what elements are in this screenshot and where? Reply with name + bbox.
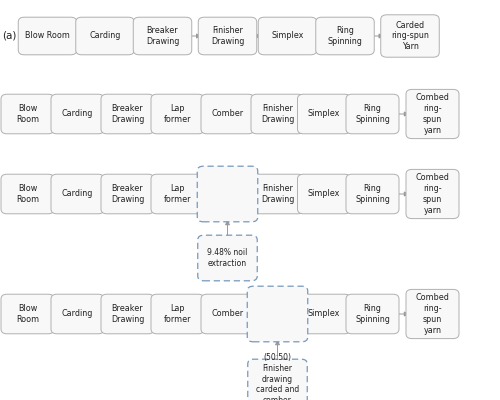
Text: Lap
former: Lap former xyxy=(164,304,191,324)
FancyBboxPatch shape xyxy=(201,294,254,334)
Text: Carding: Carding xyxy=(62,110,93,118)
FancyBboxPatch shape xyxy=(198,17,257,55)
Text: Lap
former: Lap former xyxy=(164,104,191,124)
FancyBboxPatch shape xyxy=(151,294,204,334)
Text: 9.48% noil
extraction: 9.48% noil extraction xyxy=(208,248,248,268)
FancyBboxPatch shape xyxy=(316,17,374,55)
FancyBboxPatch shape xyxy=(406,290,459,338)
FancyBboxPatch shape xyxy=(298,294,350,334)
FancyBboxPatch shape xyxy=(151,94,204,134)
FancyBboxPatch shape xyxy=(1,174,54,214)
FancyBboxPatch shape xyxy=(258,17,317,55)
Text: Breaker
Drawing: Breaker Drawing xyxy=(111,104,144,124)
FancyBboxPatch shape xyxy=(346,294,399,334)
Text: Lap
former: Lap former xyxy=(164,184,191,204)
FancyBboxPatch shape xyxy=(406,170,459,218)
FancyBboxPatch shape xyxy=(248,359,307,400)
FancyBboxPatch shape xyxy=(406,90,459,139)
Text: Carding: Carding xyxy=(62,190,93,198)
FancyBboxPatch shape xyxy=(381,15,440,57)
Text: Carded
ring-spun
Yarn: Carded ring-spun Yarn xyxy=(391,21,429,51)
FancyBboxPatch shape xyxy=(51,174,104,214)
Text: Simplex: Simplex xyxy=(308,190,340,198)
FancyBboxPatch shape xyxy=(18,17,77,55)
Text: Comber: Comber xyxy=(212,190,244,198)
FancyBboxPatch shape xyxy=(197,166,258,222)
Text: Ring
Spinning: Ring Spinning xyxy=(328,26,362,46)
Text: (c): (c) xyxy=(2,189,16,199)
FancyBboxPatch shape xyxy=(298,174,350,214)
Text: Blow
Room: Blow Room xyxy=(16,104,39,124)
FancyBboxPatch shape xyxy=(198,235,257,281)
Text: Blow Room: Blow Room xyxy=(25,32,70,40)
FancyBboxPatch shape xyxy=(51,94,104,134)
FancyBboxPatch shape xyxy=(251,174,304,214)
Text: Combed
ring-
spun
yarn: Combed ring- spun yarn xyxy=(416,293,450,335)
Text: Breaker
Drawing: Breaker Drawing xyxy=(111,184,144,204)
Text: Blow
Room: Blow Room xyxy=(16,184,39,204)
Text: Breaker
Drawing: Breaker Drawing xyxy=(146,26,179,46)
FancyBboxPatch shape xyxy=(51,294,104,334)
FancyBboxPatch shape xyxy=(1,94,54,134)
FancyBboxPatch shape xyxy=(101,294,154,334)
Text: Carding: Carding xyxy=(90,32,120,40)
FancyBboxPatch shape xyxy=(251,294,304,334)
Text: Comber: Comber xyxy=(212,110,244,118)
Text: Ring
Spinning: Ring Spinning xyxy=(355,184,390,204)
Text: (50:50)
Finisher
drawing
carded and
comber
sliver
mixing: (50:50) Finisher drawing carded and comb… xyxy=(256,353,299,400)
FancyBboxPatch shape xyxy=(346,94,399,134)
FancyBboxPatch shape xyxy=(1,294,54,334)
Text: Ring
Spinning: Ring Spinning xyxy=(355,104,390,124)
FancyBboxPatch shape xyxy=(298,94,350,134)
Text: Simplex: Simplex xyxy=(308,310,340,318)
FancyBboxPatch shape xyxy=(101,174,154,214)
Text: Ring
Spinning: Ring Spinning xyxy=(355,304,390,324)
FancyBboxPatch shape xyxy=(101,94,154,134)
Text: (a): (a) xyxy=(2,31,17,41)
FancyBboxPatch shape xyxy=(151,174,204,214)
FancyBboxPatch shape xyxy=(201,94,254,134)
Text: Comber: Comber xyxy=(212,310,244,318)
FancyBboxPatch shape xyxy=(201,174,254,214)
FancyBboxPatch shape xyxy=(251,94,304,134)
FancyBboxPatch shape xyxy=(76,17,134,55)
Text: Combed
ring-
spun
yarn: Combed ring- spun yarn xyxy=(416,93,450,135)
Text: Finisher
Drawing: Finisher Drawing xyxy=(211,26,244,46)
Text: Finisher
Drawing: Finisher Drawing xyxy=(261,304,294,324)
FancyBboxPatch shape xyxy=(248,286,308,342)
FancyBboxPatch shape xyxy=(133,17,192,55)
Text: Breaker
Drawing: Breaker Drawing xyxy=(111,304,144,324)
Text: Simplex: Simplex xyxy=(272,32,304,40)
Text: Simplex: Simplex xyxy=(308,110,340,118)
Text: Combed
ring-
spun
yarn: Combed ring- spun yarn xyxy=(416,173,450,215)
Text: Carding: Carding xyxy=(62,310,93,318)
Text: (b): (b) xyxy=(2,109,17,119)
Text: Finisher
Drawing: Finisher Drawing xyxy=(261,104,294,124)
Text: (d): (d) xyxy=(2,309,17,319)
Text: Finisher
Drawing: Finisher Drawing xyxy=(261,184,294,204)
FancyBboxPatch shape xyxy=(346,174,399,214)
Text: Blow
Room: Blow Room xyxy=(16,304,39,324)
